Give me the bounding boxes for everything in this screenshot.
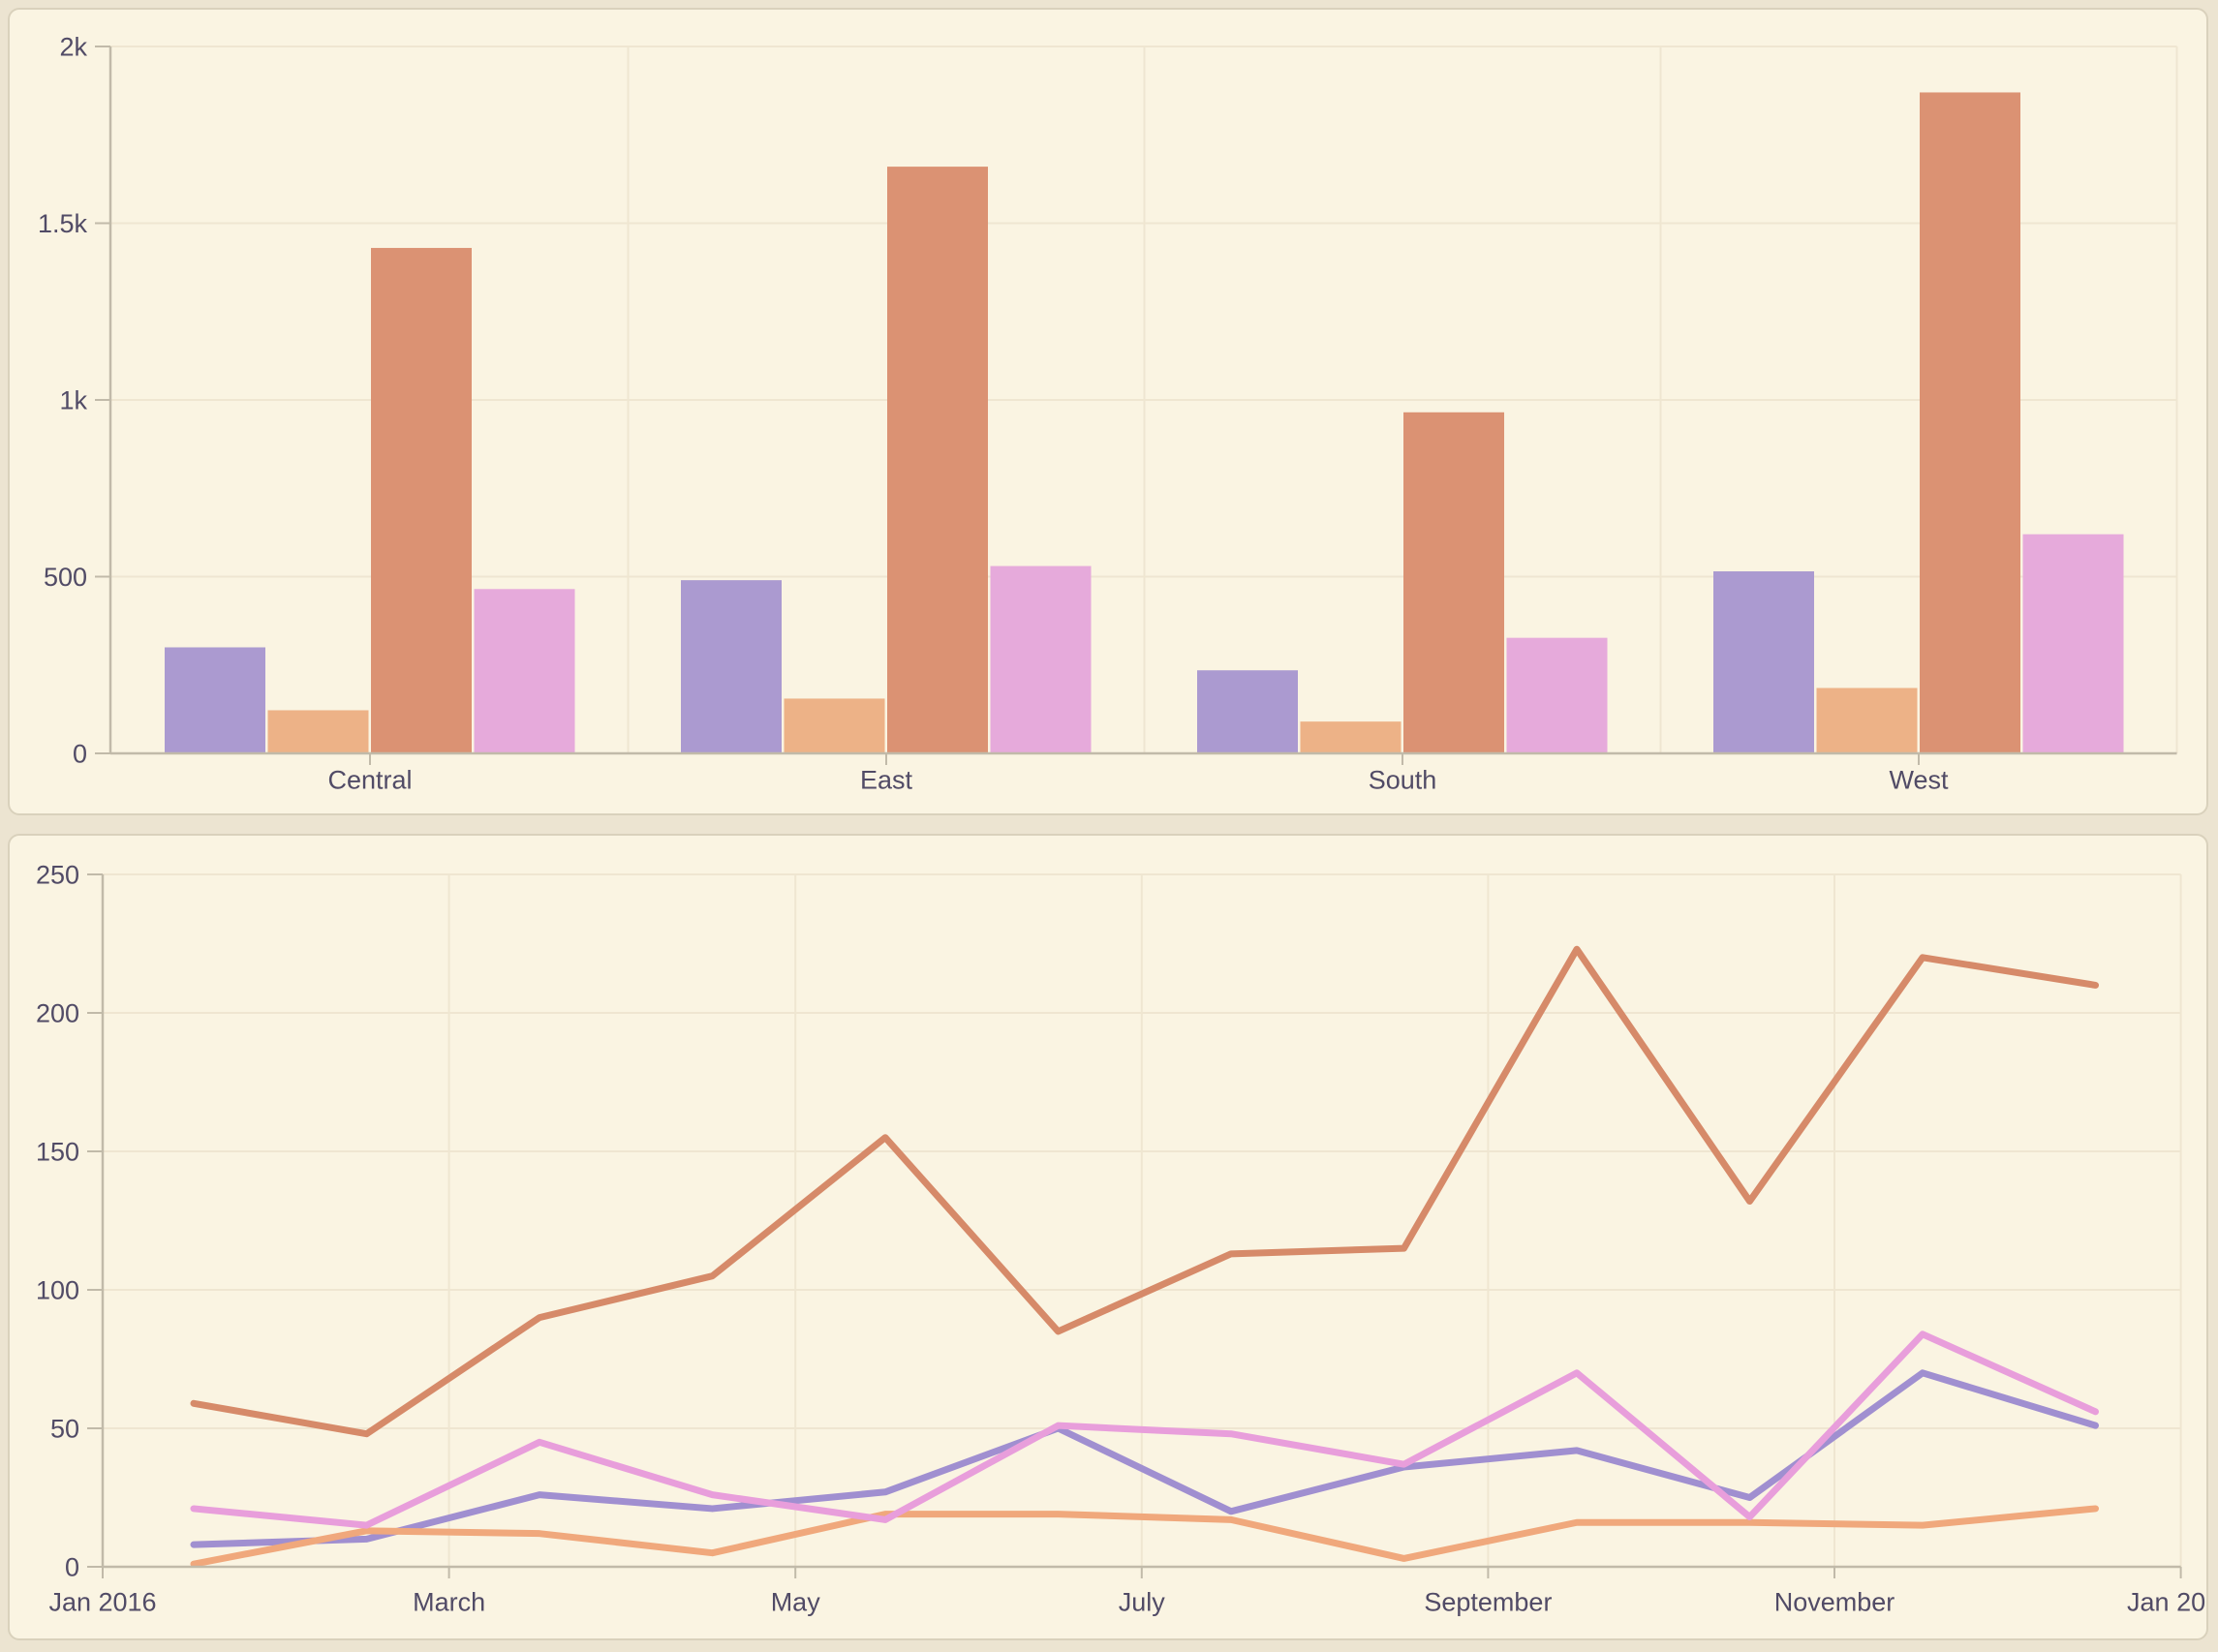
bar-east-purple[interactable] bbox=[681, 580, 782, 753]
x-axis-label-jan-2016: Jan 2016 bbox=[48, 1587, 156, 1616]
monthly-line-chart[interactable]: 0 50 100 150 200 250 Jan 2016 March May July Septe… bbox=[10, 836, 2206, 1638]
line-purple[interactable] bbox=[190, 1369, 2099, 1548]
y-axis-label: 1k bbox=[59, 385, 87, 414]
line-chart-card: 0 50 100 150 200 250 Jan 2016 March May July Septe… bbox=[8, 834, 2208, 1640]
x-axis-label-may: May bbox=[771, 1587, 821, 1616]
bar-central-purple[interactable] bbox=[165, 647, 265, 754]
x-axis-label-east: East bbox=[860, 765, 913, 794]
y-axis-label: 200 bbox=[36, 998, 79, 1027]
region-bar-chart[interactable]: 0 500 1k 1.5k 2k Central East South West bbox=[10, 10, 2206, 813]
bar-central-salmon[interactable] bbox=[371, 248, 472, 753]
x-axis-label-jan-2017: Jan 2017 bbox=[2127, 1587, 2206, 1616]
x-axis-label-central: Central bbox=[327, 765, 412, 794]
x-axis-label-south: South bbox=[1369, 765, 1437, 794]
line-salmon[interactable] bbox=[190, 945, 2099, 1438]
bar-south-purple[interactable] bbox=[1197, 670, 1298, 753]
y-axis-label: 100 bbox=[36, 1275, 79, 1304]
y-axis-label: 1.5k bbox=[38, 209, 88, 238]
bar-east-pink[interactable] bbox=[990, 566, 1092, 753]
line-pink[interactable] bbox=[190, 1331, 2099, 1529]
x-axis-label-west: West bbox=[1889, 765, 1949, 794]
bar-central-light-orange[interactable] bbox=[267, 710, 369, 753]
x-axis-label-november: November bbox=[1774, 1587, 1895, 1616]
y-axis-label: 500 bbox=[44, 563, 87, 592]
bar-east-salmon[interactable] bbox=[887, 167, 988, 754]
y-axis-label: 50 bbox=[50, 1414, 79, 1443]
x-axis-label-march: March bbox=[413, 1587, 485, 1616]
y-axis-label: 2k bbox=[59, 32, 87, 61]
bar-west-pink[interactable] bbox=[2022, 534, 2124, 753]
y-axis-label: 150 bbox=[36, 1137, 79, 1166]
line-light-orange[interactable] bbox=[190, 1505, 2099, 1568]
x-axis-label-july: July bbox=[1119, 1587, 1166, 1616]
x-axis-label-september: September bbox=[1424, 1587, 1552, 1616]
bar-west-purple[interactable] bbox=[1713, 571, 1814, 753]
y-axis-label: 250 bbox=[36, 860, 79, 889]
bar-west-salmon[interactable] bbox=[1920, 92, 2020, 753]
bar-south-salmon[interactable] bbox=[1403, 412, 1504, 753]
y-axis-label: 0 bbox=[65, 1552, 79, 1581]
bar-east-light-orange[interactable] bbox=[784, 698, 885, 753]
bar-south-pink[interactable] bbox=[1506, 637, 1608, 753]
bar-chart-card: 0 500 1k 1.5k 2k Central East South West bbox=[8, 8, 2208, 815]
bar-south-light-orange[interactable] bbox=[1300, 721, 1402, 753]
bar-west-light-orange[interactable] bbox=[1816, 688, 1918, 753]
bar-central-pink[interactable] bbox=[474, 589, 575, 753]
y-axis-label: 0 bbox=[73, 739, 87, 768]
